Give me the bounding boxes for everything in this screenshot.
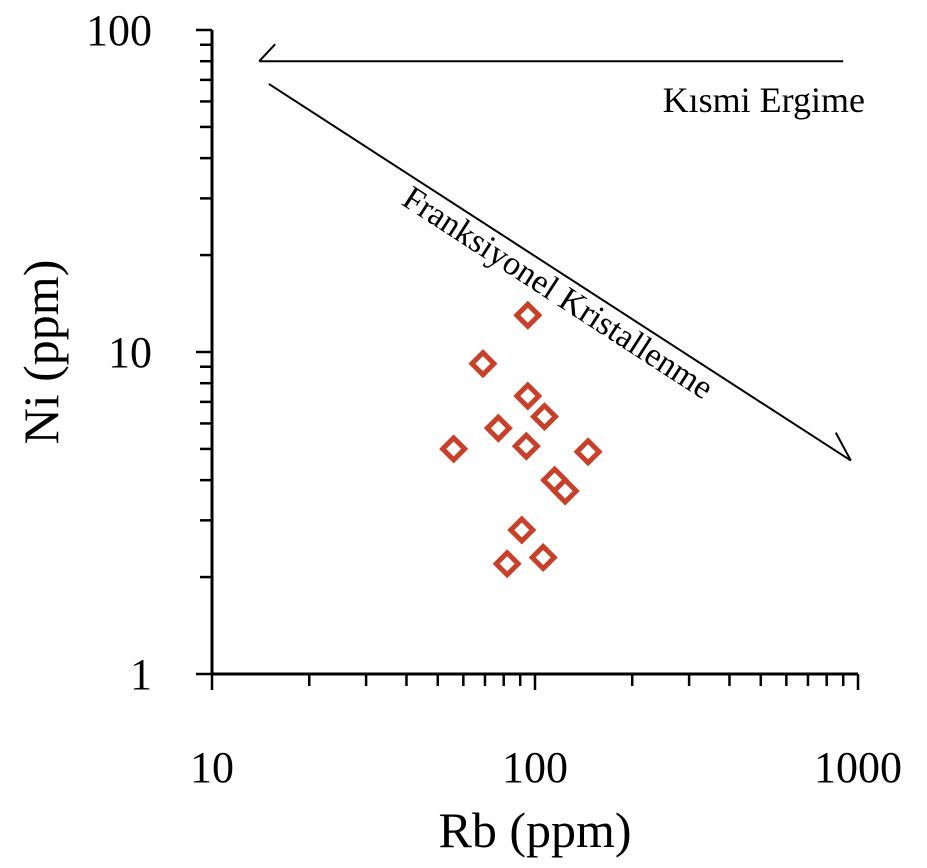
data-point <box>513 300 543 330</box>
tick-labels: 10 100 1000 1 10 100 <box>86 6 902 792</box>
fractional-crystallization-line <box>268 83 852 462</box>
data-point <box>483 413 513 443</box>
y-axis-title: Ni (ppm) <box>13 260 69 445</box>
y-tick-label: 100 <box>86 6 152 55</box>
fractional-crystallization-arrowhead <box>834 432 852 462</box>
ticks <box>196 28 860 690</box>
x-tick-label: 10 <box>190 743 234 792</box>
data-point <box>492 549 522 579</box>
data-point <box>550 476 580 506</box>
x-tick-label: 1000 <box>814 743 902 792</box>
data-point <box>439 434 469 464</box>
data-point <box>528 542 558 573</box>
data-point <box>529 402 560 432</box>
data-point <box>468 349 498 379</box>
data-point <box>513 381 543 411</box>
data-point <box>573 437 603 467</box>
axes <box>210 30 858 676</box>
data-point <box>507 515 537 545</box>
data-points <box>439 300 603 579</box>
trend-lines <box>258 43 852 462</box>
x-axis-title: Rb (ppm) <box>438 802 631 858</box>
x-tick-label: 100 <box>502 743 568 792</box>
y-tick-label: 1 <box>130 650 152 699</box>
partial-melting-arrowhead <box>258 43 276 62</box>
data-point <box>511 431 541 461</box>
annotation-kismi-ergime: Kısmi Ergime <box>663 80 865 120</box>
annotation-franksiyonel-kristallenme: Franksiyonel Kristallenme <box>396 179 720 407</box>
y-tick-label: 10 <box>108 328 152 377</box>
